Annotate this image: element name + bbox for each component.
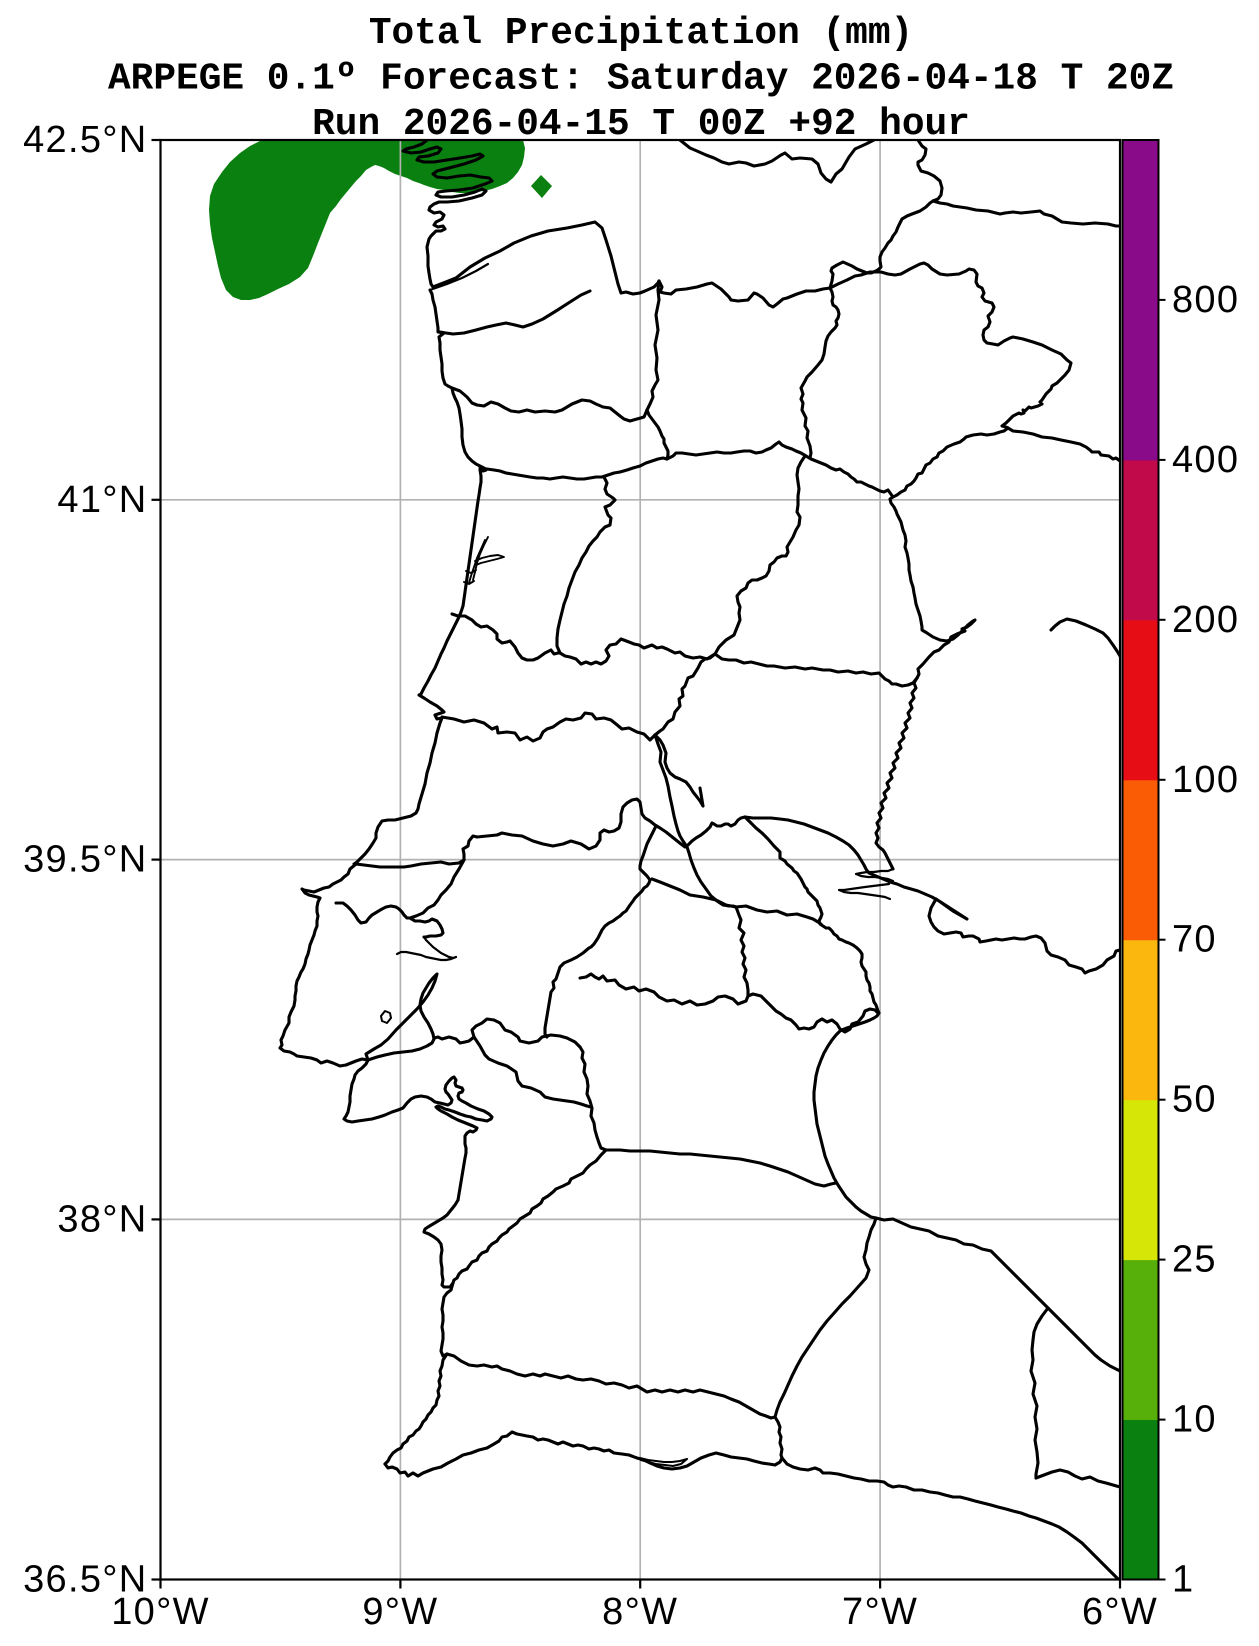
svg-text:41°N: 41°N <box>57 479 147 521</box>
svg-text:8°W: 8°W <box>602 1591 678 1633</box>
svg-text:7°W: 7°W <box>842 1591 918 1633</box>
svg-text:36.5°N: 36.5°N <box>23 1559 147 1601</box>
svg-text:50: 50 <box>1172 1079 1217 1121</box>
svg-text:38°N: 38°N <box>57 1198 147 1240</box>
svg-text:10°W: 10°W <box>111 1591 210 1633</box>
svg-text:200: 200 <box>1172 599 1239 641</box>
svg-text:800: 800 <box>1172 279 1239 321</box>
svg-text:Total Precipitation (mm): Total Precipitation (mm) <box>369 13 913 55</box>
svg-text:400: 400 <box>1172 439 1239 481</box>
svg-text:25: 25 <box>1172 1239 1217 1281</box>
svg-text:10: 10 <box>1172 1399 1217 1441</box>
svg-text:9°W: 9°W <box>362 1591 438 1633</box>
svg-text:1: 1 <box>1172 1559 1194 1601</box>
svg-text:ARPEGE 0.1º Forecast: Saturday: ARPEGE 0.1º Forecast: Saturday 2026-04-1… <box>108 59 1174 101</box>
svg-text:39.5°N: 39.5°N <box>23 839 147 881</box>
svg-text:100: 100 <box>1172 759 1239 801</box>
svg-text:70: 70 <box>1172 919 1217 961</box>
svg-text:6°W: 6°W <box>1082 1591 1158 1633</box>
svg-text:Run 2026-04-15 T 00Z +92 hour: Run 2026-04-15 T 00Z +92 hour <box>312 104 970 146</box>
svg-text:42.5°N: 42.5°N <box>23 119 147 161</box>
